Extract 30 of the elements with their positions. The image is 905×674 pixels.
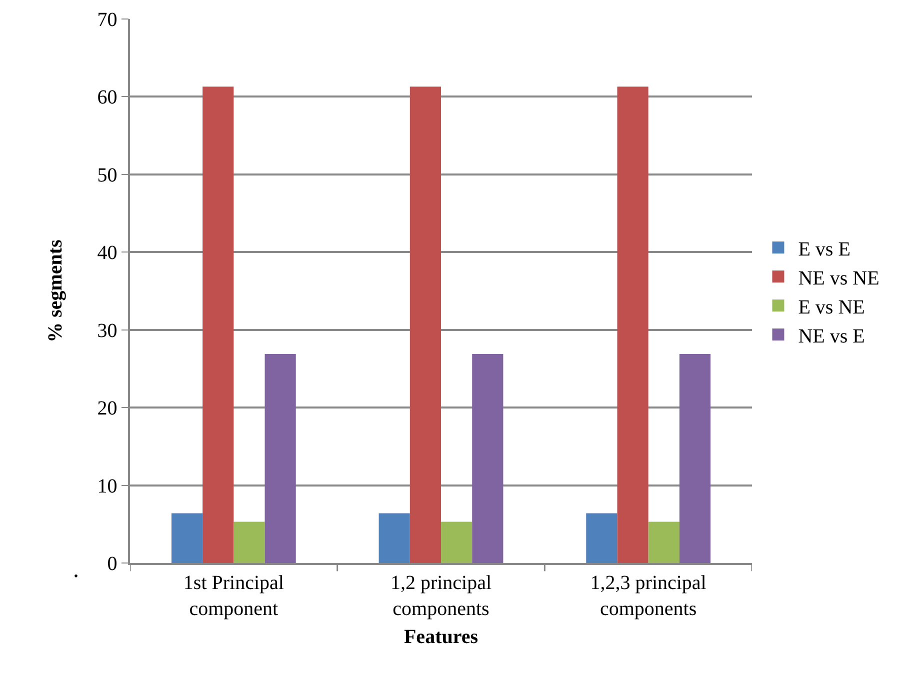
bar [171, 513, 203, 563]
text: . [73, 557, 79, 583]
bar [586, 513, 618, 563]
legend-label: NE vs E [798, 325, 865, 348]
legend-label: E vs E [798, 238, 850, 260]
y-tick-label: 70 [97, 9, 118, 31]
bar [410, 86, 441, 563]
bar [202, 86, 234, 563]
x-tick-label: 1,2,3 principal components [590, 572, 707, 620]
y-tick-label: 20 [97, 398, 118, 420]
bar [441, 522, 472, 563]
legend-label: NE vs NE [798, 267, 880, 290]
y-tick-label: 0 [107, 553, 118, 575]
legend-label: E vs NE [798, 296, 865, 318]
bar [679, 354, 711, 563]
x-tick-label: 1st Principal component [183, 572, 284, 620]
y-tick-label: 10 [97, 475, 118, 498]
x-axis-title: Features [404, 626, 478, 648]
bar [264, 354, 296, 563]
y-tick-label: 30 [97, 320, 118, 342]
x-tick-label: 1,2 principal components [390, 572, 492, 620]
y-tick-label: 40 [97, 242, 118, 264]
y-axis-title: % segments [44, 239, 66, 342]
bar [648, 522, 680, 563]
bar [234, 522, 265, 563]
y-tick-label: 50 [97, 164, 118, 186]
y-tick-label: 60 [97, 86, 118, 109]
bar [472, 354, 504, 563]
bar [617, 86, 648, 563]
bar [378, 513, 410, 563]
